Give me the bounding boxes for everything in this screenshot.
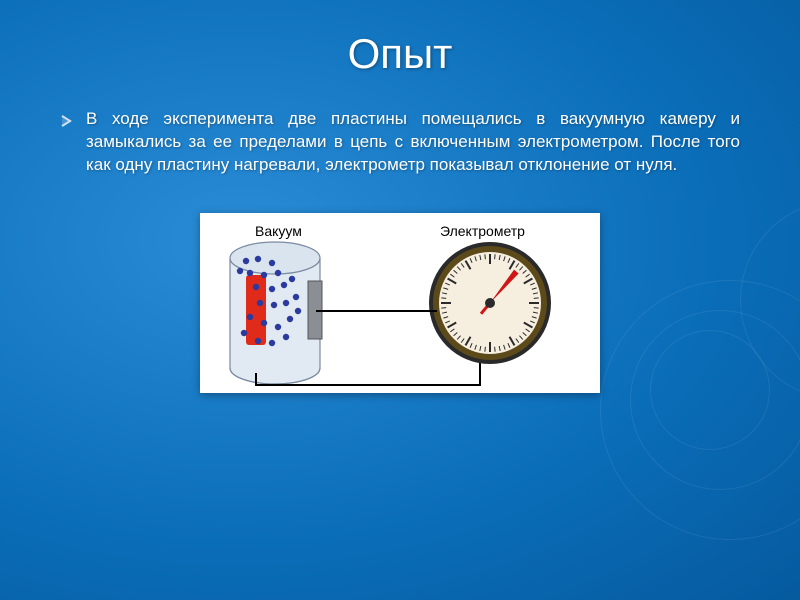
experiment-figure: Вакуум Электрометр	[200, 213, 600, 393]
figure-container: Вакуум Электрометр	[60, 213, 740, 393]
figure-svg	[200, 213, 600, 393]
bullet-row: В ходе эксперимента две пластины помещал…	[60, 108, 740, 177]
slide-body-text: В ходе эксперимента две пластины помещал…	[86, 108, 740, 177]
slide: Опыт В ходе эксперимента две пластины по…	[0, 0, 800, 600]
slide-title: Опыт	[60, 30, 740, 78]
chevron-right-icon	[60, 114, 74, 128]
electrometer-label: Электрометр	[440, 223, 525, 239]
vacuum-label: Вакуум	[255, 223, 302, 239]
